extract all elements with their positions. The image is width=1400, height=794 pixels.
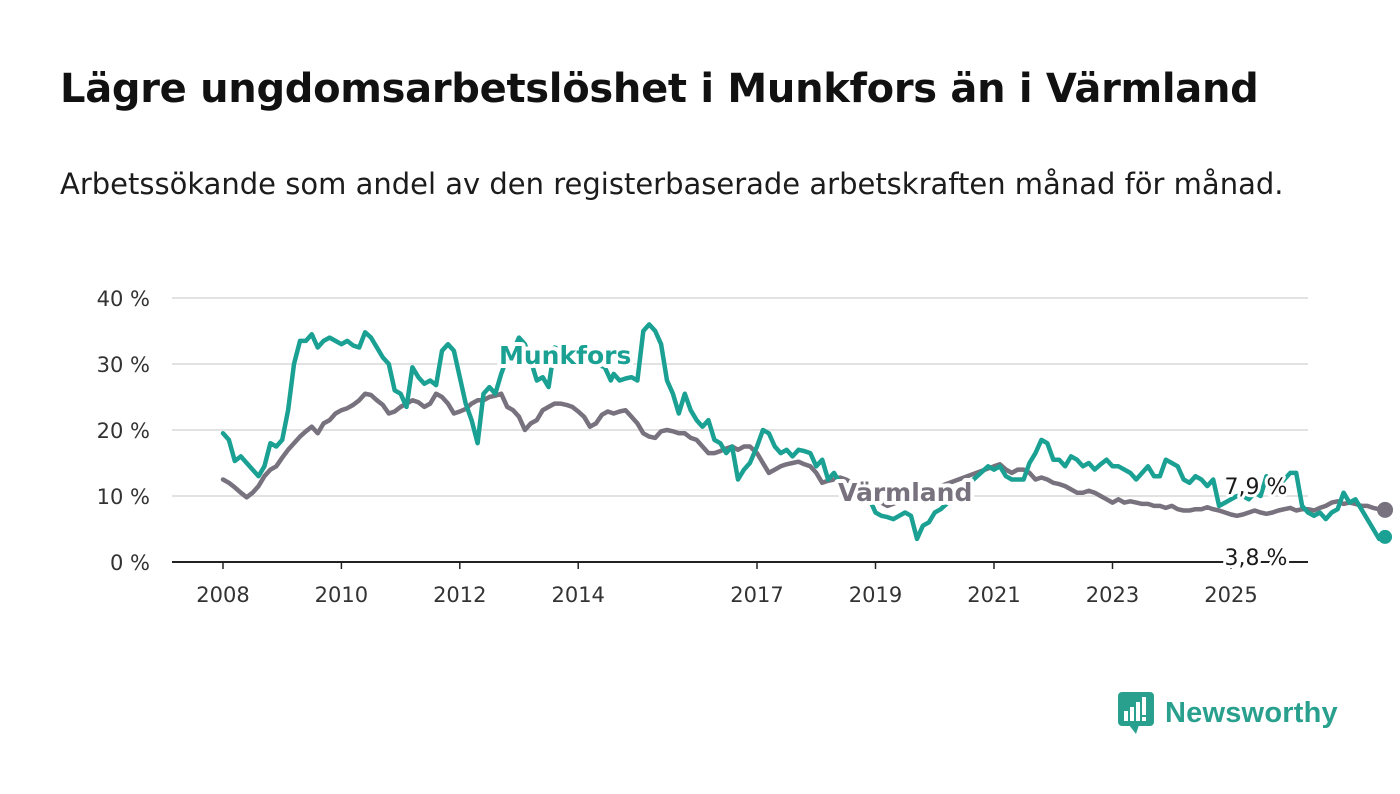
series-label-varmland: Värmland (838, 478, 972, 507)
chart-title: Lägre ungdomsarbetslöshet i Munkfors än … (60, 66, 1259, 112)
x-tick-label: 2019 (849, 583, 902, 607)
series-line-varmland (220, 391, 1388, 519)
series-label-munkfors: Munkfors (499, 341, 631, 370)
x-tick-label: 2021 (967, 583, 1020, 607)
end-point-munkfors (1378, 529, 1393, 544)
x-tick-label: 2012 (433, 583, 486, 607)
end-label-varmland: 7,9 % (1225, 475, 1288, 500)
x-tick-label: 2008 (196, 583, 249, 607)
y-tick-label: 0 % (110, 551, 150, 575)
x-tick-label: 2023 (1086, 583, 1139, 607)
x-tick-label: 2025 (1204, 583, 1257, 607)
y-tick-label: 20 % (97, 419, 150, 443)
end-point-varmland (1377, 501, 1394, 518)
x-tick-label: 2017 (730, 583, 783, 607)
y-tick-label: 10 % (97, 485, 150, 509)
chart-subtitle: Arbetssökande som andel av den registerb… (60, 167, 1284, 201)
y-tick-label: 30 % (97, 353, 150, 377)
x-tick-label: 2014 (551, 583, 604, 607)
x-tick-label: 2010 (315, 583, 368, 607)
newsworthy-logo-icon (1118, 692, 1154, 734)
end-label-munkfors: 3,8 % (1225, 546, 1288, 571)
brand-logo[interactable]: Newsworthy (1117, 690, 1338, 736)
series-line-munkfors (220, 322, 1388, 542)
y-tick-label: 40 % (97, 287, 150, 311)
brand-name: Newsworthy (1165, 696, 1338, 729)
